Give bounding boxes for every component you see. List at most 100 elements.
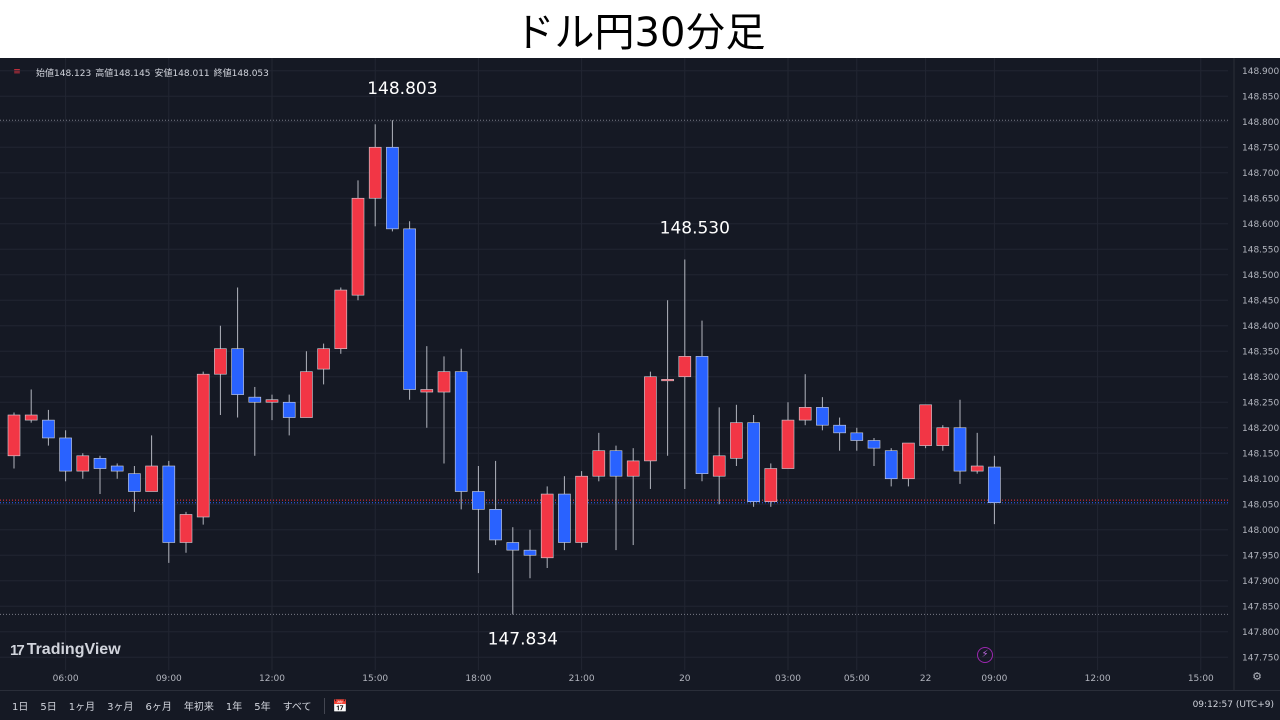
clock: 09:12:57 (UTC+9) bbox=[1192, 700, 1274, 710]
x-tick-label: 15:00 bbox=[362, 674, 388, 684]
candle-body bbox=[644, 376, 657, 462]
x-tick-label: 21:00 bbox=[569, 674, 595, 684]
tradingview-logo-icon: 17 bbox=[10, 641, 25, 659]
candle-body bbox=[265, 399, 279, 403]
price-annotation: 148.530 bbox=[660, 218, 730, 238]
candle-body bbox=[523, 549, 537, 556]
x-tick-label: 09:00 bbox=[981, 674, 1007, 684]
range-button-6m[interactable]: 6ヶ月 bbox=[145, 702, 172, 713]
x-tick-label: 12:00 bbox=[259, 674, 285, 684]
candle-body bbox=[248, 396, 262, 403]
candle-body bbox=[575, 475, 588, 543]
y-tick-label: 148.800 bbox=[1242, 118, 1279, 128]
y-tick-label: 147.800 bbox=[1242, 628, 1279, 638]
candle-body bbox=[231, 348, 244, 395]
candlestick-chart[interactable]: 148.900 148.850 148.800 148.750 148.700 148.6… bbox=[0, 58, 1280, 690]
candle-body bbox=[712, 455, 726, 477]
candle-body bbox=[592, 450, 606, 477]
y-tick-label: 147.900 bbox=[1242, 577, 1279, 587]
ohlc-high: 高値148.145 bbox=[95, 68, 151, 79]
candle-body bbox=[609, 450, 623, 477]
y-tick-label: 148.850 bbox=[1242, 92, 1279, 102]
candle-body bbox=[403, 228, 416, 390]
candle-body bbox=[7, 414, 21, 457]
candle-body bbox=[420, 389, 434, 393]
toolbar-divider bbox=[323, 697, 325, 714]
settings-icon[interactable]: ⚙ bbox=[1252, 670, 1262, 683]
candle-body bbox=[970, 465, 984, 472]
candle-body bbox=[867, 440, 881, 449]
candle-body bbox=[437, 371, 451, 393]
x-tick-label: 09:00 bbox=[156, 674, 182, 684]
candle-body bbox=[128, 473, 141, 492]
x-tick-label: 22 bbox=[920, 674, 931, 684]
candle-body bbox=[764, 468, 778, 502]
y-tick-label: 148.150 bbox=[1242, 449, 1279, 459]
candle-body bbox=[902, 442, 915, 480]
range-button-ytd[interactable]: 年初来 bbox=[183, 702, 214, 713]
candle-body bbox=[747, 422, 760, 502]
candle-body bbox=[936, 427, 950, 446]
candle-body bbox=[919, 404, 932, 446]
candle-body bbox=[24, 414, 38, 421]
y-tick-label: 148.500 bbox=[1242, 271, 1279, 281]
candle-body bbox=[300, 371, 313, 418]
x-tick-label: 18:00 bbox=[465, 674, 491, 684]
y-tick-label: 148.550 bbox=[1242, 245, 1279, 255]
candle-body bbox=[816, 407, 829, 426]
candle-body bbox=[558, 493, 571, 543]
candle-body bbox=[678, 356, 692, 378]
range-button-1y[interactable]: 1年 bbox=[225, 702, 243, 713]
candle-body bbox=[489, 509, 502, 541]
x-tick-label: 03:00 bbox=[775, 674, 801, 684]
x-tick-label: 12:00 bbox=[1085, 674, 1111, 684]
candle-body bbox=[110, 465, 124, 472]
chart-panel[interactable]: 148.900 148.850 148.800 148.750 148.700 148.6… bbox=[0, 58, 1280, 720]
candle-body bbox=[42, 419, 55, 439]
bolt-icon[interactable]: ⚡ bbox=[977, 647, 993, 663]
candle-body bbox=[988, 466, 1001, 504]
y-tick-label: 148.000 bbox=[1242, 526, 1279, 536]
range-button-5d[interactable]: 5日 bbox=[40, 702, 57, 713]
y-tick-label: 148.700 bbox=[1242, 169, 1279, 179]
x-tick-label: 06:00 bbox=[53, 674, 79, 684]
candle-body bbox=[145, 465, 158, 492]
range-toolbar: 1日 5日 1ヶ月 3ヶ月 6ヶ月 年初来 1年 5年 すべて 📅 09:12:… bbox=[0, 690, 1280, 720]
candle-body bbox=[179, 514, 193, 543]
candle-body bbox=[59, 437, 72, 472]
candle-body bbox=[196, 373, 210, 518]
candle-body bbox=[472, 491, 485, 510]
candle-body bbox=[506, 542, 520, 551]
tradingview-logo-text: TradingView bbox=[26, 641, 121, 658]
candle-body bbox=[214, 348, 227, 375]
candle-body bbox=[781, 419, 795, 469]
y-tick-label: 148.900 bbox=[1242, 67, 1279, 77]
y-tick-label: 148.300 bbox=[1242, 373, 1279, 383]
candle-body bbox=[76, 455, 90, 472]
menu-icon[interactable]: ≡ bbox=[13, 67, 21, 77]
range-button-1d[interactable]: 1日 bbox=[12, 702, 29, 713]
ohlc-legend: ≡ 始値148.123 高値148.145 安値148.011 終値148.05… bbox=[10, 65, 273, 79]
candle-body bbox=[833, 424, 846, 434]
candle-body bbox=[282, 401, 296, 418]
candle-body bbox=[798, 407, 812, 421]
candle-body bbox=[334, 289, 348, 350]
candle-body bbox=[317, 348, 330, 370]
candle-body bbox=[695, 356, 709, 474]
range-button-1m[interactable]: 1ヶ月 bbox=[68, 702, 96, 713]
y-tick-label: 147.950 bbox=[1242, 551, 1279, 561]
candle-body bbox=[884, 450, 898, 480]
y-tick-label: 148.200 bbox=[1242, 424, 1279, 434]
candle-body bbox=[454, 371, 468, 492]
page-title: ドル円30分足 bbox=[0, 0, 1280, 58]
calendar-icon[interactable]: 📅 bbox=[332, 698, 348, 713]
price-annotation: 148.803 bbox=[367, 79, 437, 99]
range-button-5y[interactable]: 5年 bbox=[254, 702, 271, 713]
range-button-all[interactable]: すべて bbox=[282, 702, 312, 713]
tradingview-logo[interactable]: 17 TradingView bbox=[10, 640, 121, 660]
y-tick-label: 148.400 bbox=[1242, 322, 1279, 332]
ohlc-low: 安値148.011 bbox=[154, 68, 210, 79]
y-tick-label: 148.600 bbox=[1242, 220, 1279, 230]
range-button-3m[interactable]: 3ヶ月 bbox=[107, 702, 134, 713]
candle-body bbox=[351, 197, 365, 296]
